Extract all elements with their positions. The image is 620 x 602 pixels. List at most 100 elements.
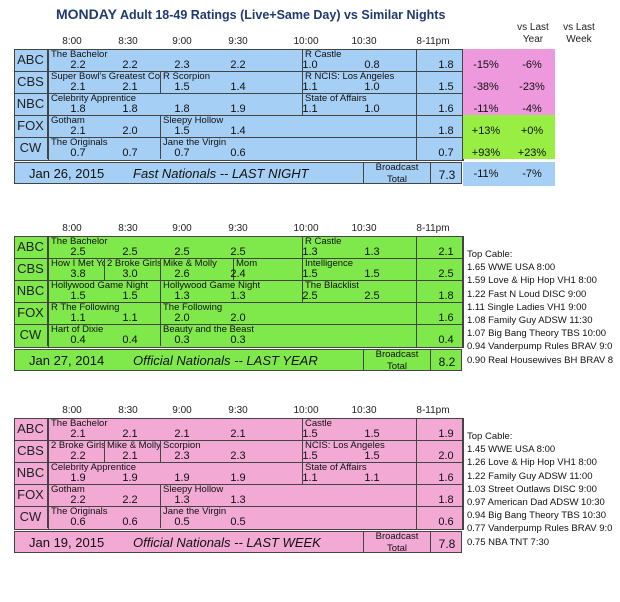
- bot-footer-label: Official Nationals -- LAST WEEK: [133, 535, 321, 550]
- top-network-nbc: NBC: [14, 93, 48, 115]
- mid-network-nbc: NBC: [14, 280, 48, 302]
- mid-row-divider: [14, 302, 462, 303]
- top-grid-divider: [48, 49, 49, 160]
- top-broadcast-label: Broadcast Total: [363, 162, 431, 185]
- top-show-divider: [302, 49, 303, 71]
- top-rating-value: 2.3: [174, 59, 190, 71]
- top-broadcast-total: 7.3: [438, 168, 456, 182]
- bot-show-divider: [104, 440, 105, 462]
- mid-grid-divider: [416, 236, 417, 347]
- top-night-average: 1.8: [438, 59, 454, 71]
- mid-grid-divider: [48, 236, 49, 347]
- top-show-name: Jane the Virgin: [163, 138, 227, 148]
- mid-rating-value: 2.5: [302, 290, 318, 302]
- mid-top-cable-item: 0.90 Real Housewives BH BRAV 8: [467, 354, 614, 366]
- mid-rating-value: 1.3: [230, 290, 246, 302]
- bot-rating-value: 1.9: [174, 472, 190, 484]
- top-show-name: Gotham: [51, 116, 85, 126]
- top-show-divider: [302, 71, 303, 93]
- mid-rating-value: 1.1: [70, 312, 86, 324]
- top-rating-value: 1.4: [230, 81, 246, 93]
- top-footer-date: Jan 26, 2015: [29, 166, 105, 181]
- mid-show-divider: [233, 258, 234, 280]
- top-vs-last-year: -38%: [463, 71, 509, 93]
- bot-time-header: 9:30: [228, 405, 248, 416]
- top-footer: Jan 26, 2015 Fast Nationals -- LAST NIGHT…: [14, 162, 462, 185]
- mid-night-average: 1.6: [438, 312, 454, 324]
- top-rating-value: 1.8: [174, 103, 190, 115]
- bot-row-divider: [14, 484, 462, 485]
- top-show-name: The Bachelor: [51, 50, 108, 60]
- bot-night-average: 0.6: [438, 516, 454, 528]
- top-rating-value: 1.5: [174, 81, 190, 93]
- mid-show-divider: [160, 258, 161, 280]
- bot-rating-value: 2.3: [230, 450, 246, 462]
- bot-footer: Jan 19, 2015 Official Nationals -- LAST W…: [14, 531, 462, 554]
- bot-rating-value: 1.9: [230, 472, 246, 484]
- mid-night-average: 2.5: [438, 268, 454, 280]
- mid-broadcast-label: Broadcast Total: [363, 349, 431, 372]
- top-show-name: R NCIS: Los Angeles: [305, 72, 395, 82]
- top-grid-divider: [416, 49, 417, 160]
- bot-show-name: The Originals: [51, 507, 108, 517]
- mid-top-cable-item: 0.94 Vanderpump Rules BRAV 9:0: [467, 341, 613, 353]
- top-network-cbs: CBS: [14, 71, 48, 93]
- top-rating-value: 2.0: [122, 125, 138, 137]
- bot-top-cable: Top Cable: 1.45 WWE USA 8:00 1.26 Love & H…: [467, 430, 618, 549]
- top-time-header: 10:00: [293, 36, 319, 47]
- bot-network-fox: FOX: [14, 484, 48, 506]
- top-total-vs-last-week: -7%: [509, 162, 555, 186]
- bot-time-header: 8:00: [62, 405, 82, 416]
- top-row-divider: [14, 115, 462, 116]
- top-rating-value: 0.7: [70, 147, 86, 159]
- bot-rating-value: 1.1: [364, 472, 380, 484]
- bot-show-name: Celebrity Apprentice: [51, 463, 137, 473]
- bot-rating-value: 1.5: [364, 428, 380, 440]
- top-time-header: 10:30: [351, 36, 377, 47]
- mid-show-divider: [302, 258, 303, 280]
- bot-show-divider: [302, 440, 303, 462]
- mid-night-average: 1.8: [438, 290, 454, 302]
- bot-rating-value: 2.3: [174, 450, 190, 462]
- mid-show-divider: [104, 258, 105, 280]
- mid-rating-value: 2.0: [174, 312, 190, 324]
- top-row-divider: [14, 93, 462, 94]
- bot-night-average: 2.0: [438, 450, 454, 462]
- mid-rating-value: 0.4: [70, 334, 86, 346]
- mid-rating-value: 1.3: [364, 246, 380, 258]
- bot-grid-divider: [48, 418, 49, 529]
- top-show-divider: [160, 115, 161, 137]
- bot-row-divider: [14, 462, 462, 463]
- vs-last-week-header: vs Last Week: [557, 22, 601, 46]
- mid-time-header: 9:30: [228, 223, 248, 234]
- top-rating-value: 1.1: [302, 81, 318, 93]
- title-rest: Adult 18-49 Ratings (Live+Same Day) vs S…: [116, 8, 446, 22]
- mid-rating-value: 2.5: [174, 246, 190, 258]
- top-vs-last-year: -15%: [463, 49, 509, 71]
- bot-show-divider: [302, 462, 303, 484]
- bot-broadcast-line2: Total: [386, 543, 408, 554]
- bot-time-header: 10:30: [351, 405, 377, 416]
- bot-footer-date: Jan 19, 2015: [29, 535, 105, 550]
- top-vs-last-week: -4%: [509, 93, 555, 115]
- bot-show-name: Gotham: [51, 485, 85, 495]
- bot-network-abc: ABC: [14, 418, 48, 440]
- title-day: MONDAY: [56, 6, 117, 22]
- bot-rating-value: 1.1: [302, 472, 318, 484]
- mid-night-average: 0.4: [438, 334, 454, 346]
- bot-top-cable-item: 0.97 American Dad ADSW 10:30: [467, 497, 605, 509]
- top-grid-divider: [462, 49, 463, 160]
- mid-rating-value: 2.5: [122, 246, 138, 258]
- bot-rating-value: 2.1: [230, 428, 246, 440]
- bot-show-divider: [302, 418, 303, 440]
- bot-time-header: 8:30: [118, 405, 138, 416]
- bot-row-divider: [14, 440, 462, 441]
- mid-footer-label: Official Nationals -- LAST YEAR: [133, 353, 318, 368]
- top-row-divider: [14, 137, 462, 138]
- mid-time-header: 9:00: [172, 223, 192, 234]
- bot-rating-value: 1.3: [230, 494, 246, 506]
- mid-rating-value: 1.3: [174, 290, 190, 302]
- bot-top-cable-item: 1.22 Family Guy ADSW 11:00: [467, 470, 593, 482]
- top-time-header: 8:30: [118, 36, 138, 47]
- top-time-header: 9:30: [228, 36, 248, 47]
